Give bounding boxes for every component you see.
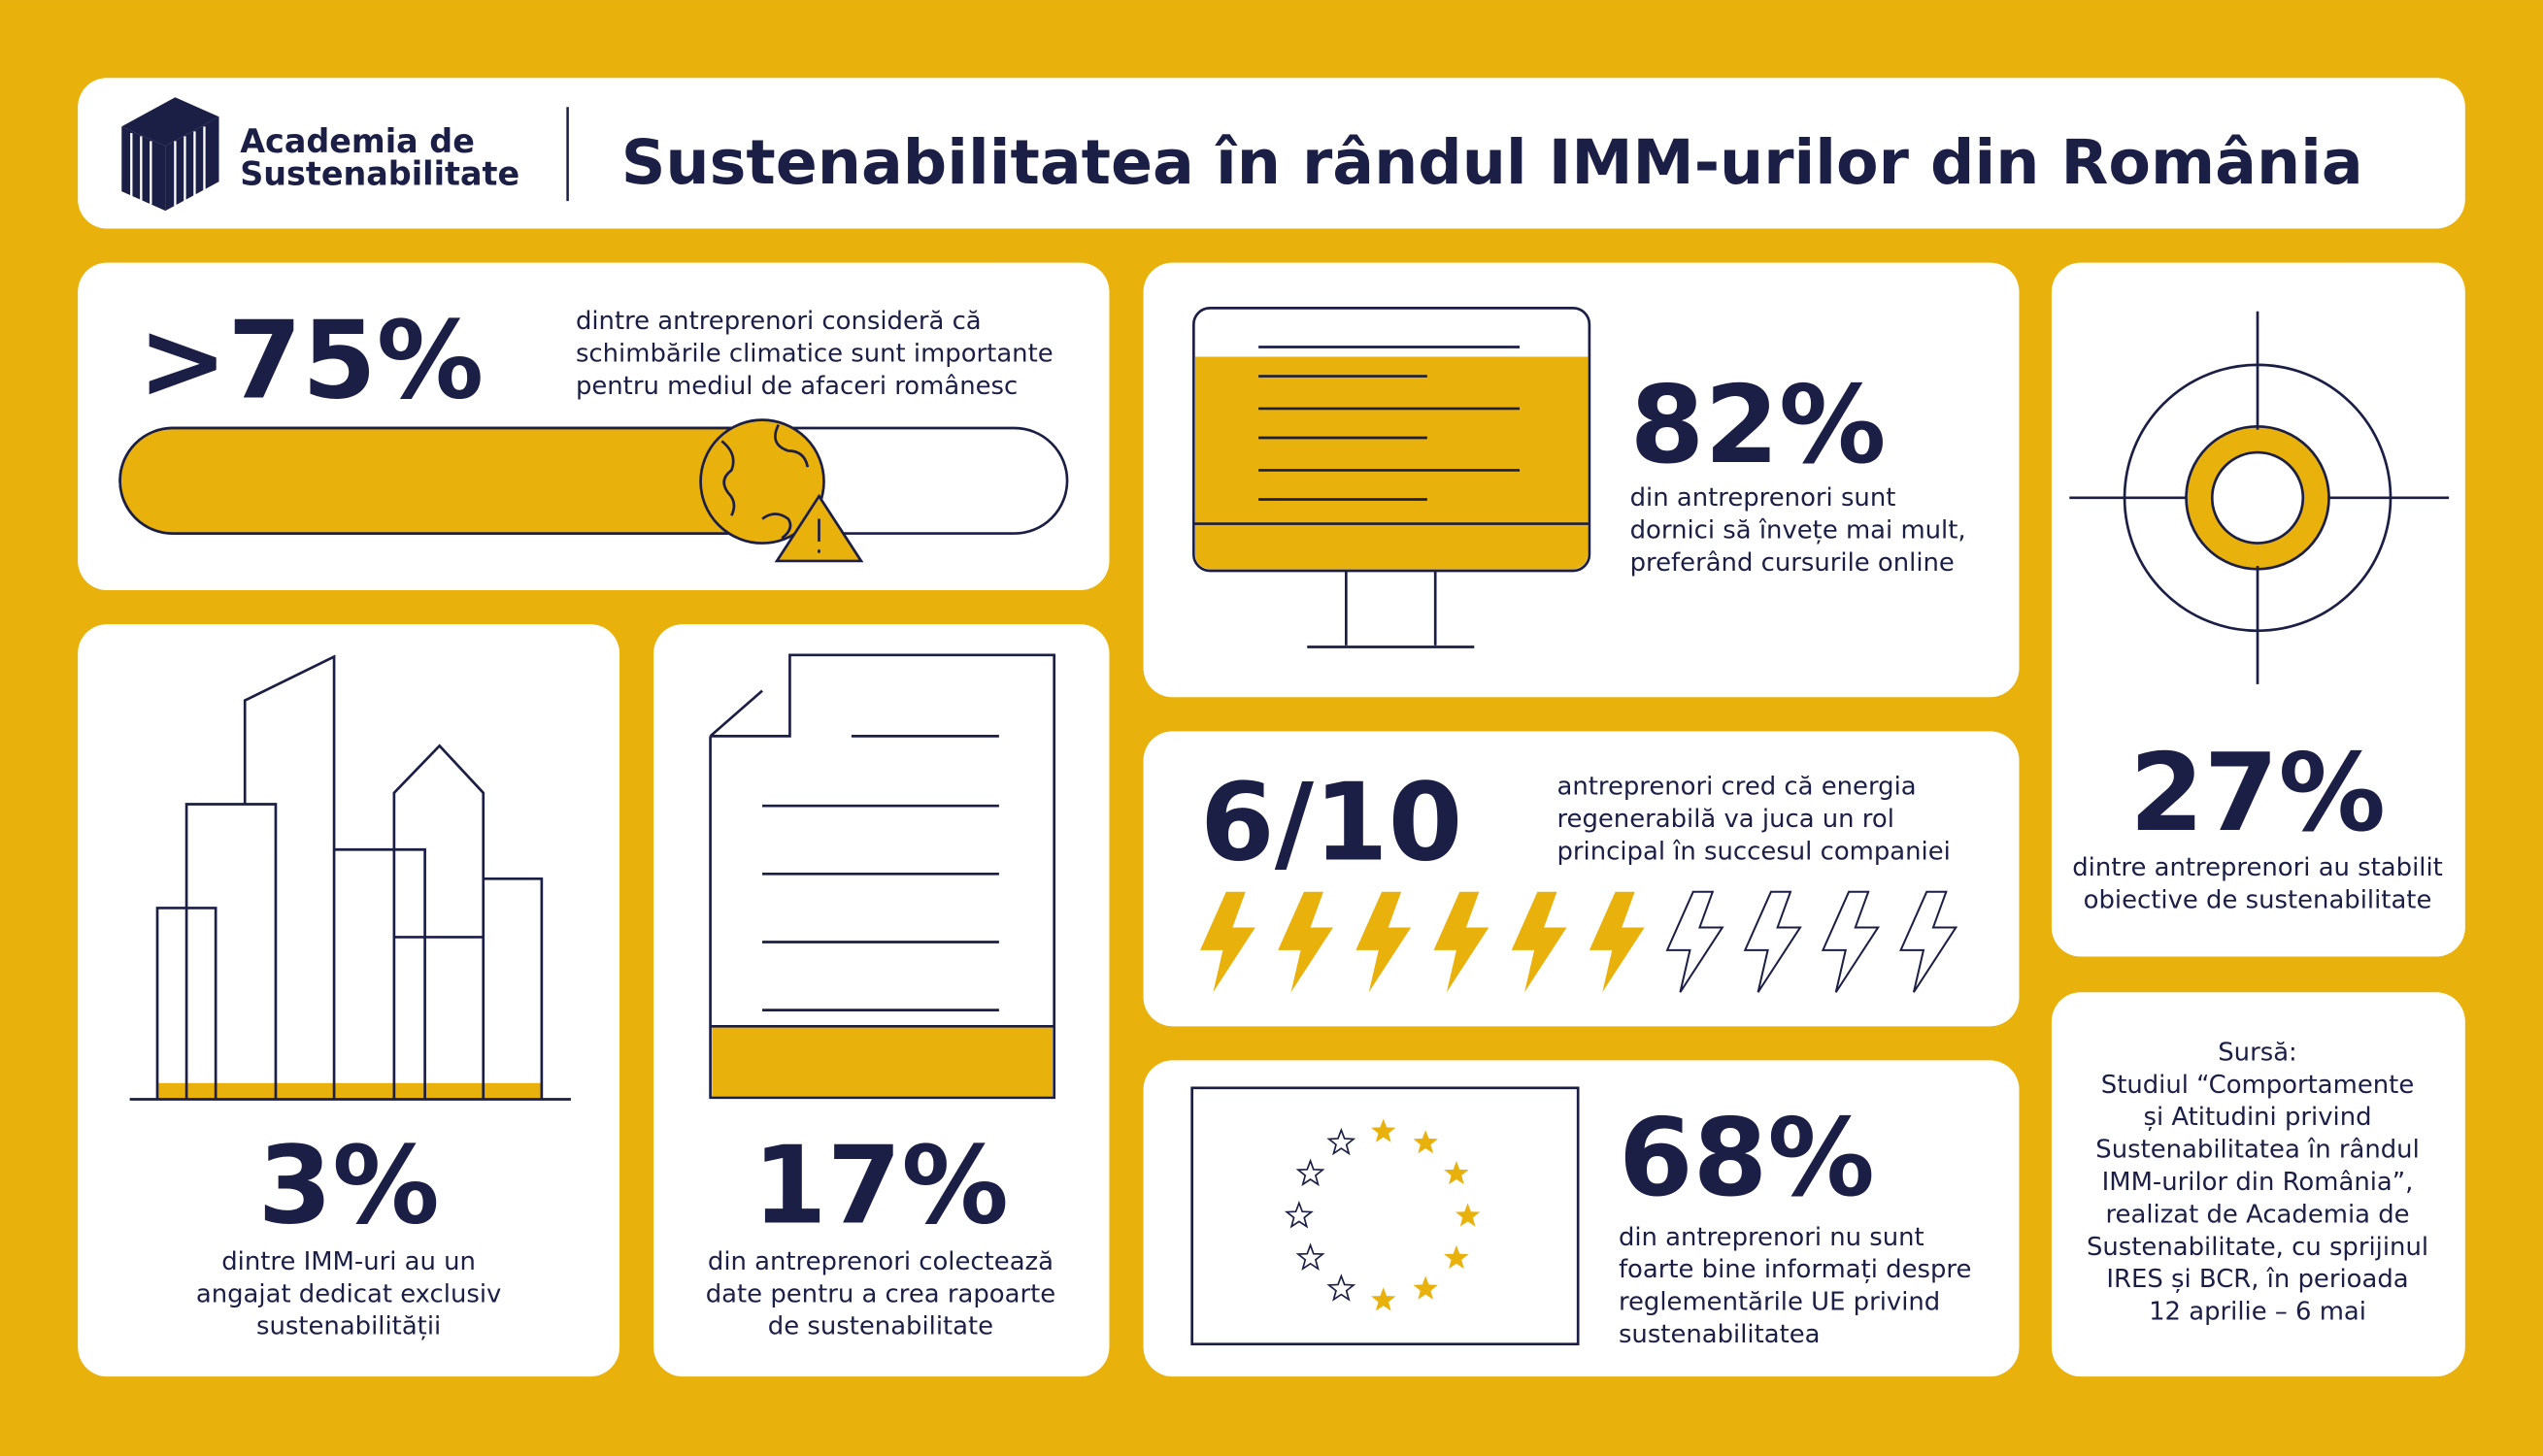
stat-description: pentru mediul de afaceri românesc <box>576 372 1018 401</box>
bolt <box>1200 891 1255 993</box>
stat-description: preferând cursurile online <box>1630 548 1955 578</box>
star <box>1455 1203 1481 1227</box>
stat-description: dintre IMM-uri au un <box>221 1247 476 1276</box>
stat-description: principal în succesul companiei <box>1556 837 1950 866</box>
stat: 3% <box>258 1123 440 1247</box>
buildings-icon <box>129 654 571 1101</box>
star <box>1413 1130 1438 1154</box>
source-line: IMM-urilor din România”, <box>2102 1168 2414 1197</box>
bolt <box>1743 890 1802 993</box>
logo <box>121 97 219 212</box>
stat-description: sustenabilității <box>256 1312 441 1341</box>
content: >75% dintre antreprenori consideră că schi… <box>138 298 2443 1349</box>
stat-description: angajat dedicat exclusiv <box>196 1279 501 1308</box>
star <box>1326 1274 1356 1302</box>
bolt <box>1899 890 1958 993</box>
stat: >75% <box>138 298 484 422</box>
progress-icon <box>118 418 1069 563</box>
star <box>1326 1127 1356 1156</box>
source-line: realizat de Academia de <box>2105 1200 2409 1229</box>
source-line: și Atitudini privind <box>2144 1103 2372 1132</box>
stat-description: regenerabilă va juca un rol <box>1556 805 1893 834</box>
stat-description: de sustenabilitate <box>768 1312 993 1341</box>
source-line: Sustenabilitatea în rândul <box>2095 1136 2419 1165</box>
stat-description: antreprenori cred că energia <box>1556 772 1916 801</box>
card <box>1143 1060 2020 1377</box>
source-line: Sustenabilitate, cu sprijinul <box>2087 1233 2428 1262</box>
bolt <box>1821 890 1881 993</box>
bolt <box>1355 891 1412 993</box>
star <box>1295 1242 1325 1271</box>
brand-line: Academia de <box>240 122 475 160</box>
stat-description: din antreprenori nu sunt <box>1619 1223 1924 1252</box>
stat-description: sustenabilitatea <box>1619 1320 1821 1349</box>
star <box>1371 1287 1396 1311</box>
source-line: IRES și BCR, în perioada <box>2106 1265 2408 1294</box>
stat-description: date pentru a crea rapoarte <box>706 1279 1055 1308</box>
card <box>653 624 1110 1377</box>
stat: 68% <box>1619 1096 1875 1220</box>
star <box>1295 1158 1325 1187</box>
star <box>1371 1118 1396 1142</box>
title: Sustenabilitatea în rândul IMM-urilor di… <box>621 126 2363 198</box>
stat: 6/10 <box>1200 760 1462 884</box>
stat-description: din antreprenori sunt <box>1630 483 1896 513</box>
stat-description: din antreprenori colectează <box>708 1247 1054 1276</box>
target-icon <box>2069 311 2450 684</box>
header-card <box>78 78 2465 229</box>
stat-description: dintre antreprenori consideră că <box>576 307 982 336</box>
stat-description: dornici să învețe mai mult, <box>1630 516 1966 546</box>
source-line: Studiul “Comportamente <box>2101 1071 2414 1100</box>
stat: 82% <box>1630 363 1887 487</box>
bolt <box>1589 891 1645 993</box>
stat-description: obiective de sustenabilitate <box>2084 885 2432 914</box>
bolts-icon <box>1200 890 1958 993</box>
stat-description: dintre antreprenori au stabilit <box>2072 853 2443 882</box>
stat-description: reglementările UE privind <box>1619 1288 1940 1317</box>
card <box>1143 731 2020 1027</box>
bolt <box>1511 891 1567 993</box>
star <box>1413 1275 1438 1300</box>
stat: 17% <box>753 1123 1009 1247</box>
monitor-icon <box>1191 307 1591 648</box>
bolt <box>1433 891 1489 993</box>
source-line: Sursă: <box>2218 1038 2297 1067</box>
star <box>1444 1244 1469 1270</box>
eu-flag-icon <box>1190 1086 1580 1346</box>
document-icon <box>709 653 1056 1100</box>
stat: 27% <box>2129 731 2386 855</box>
brand-line: Sustenabilitate <box>240 154 519 192</box>
stat-description: foarte bine informați despre <box>1619 1255 1971 1284</box>
source-line: 12 aprilie – 6 mai <box>2149 1298 2366 1327</box>
bolt <box>1665 890 1724 993</box>
stat-description: schimbările climatice sunt importante <box>576 340 1054 369</box>
source-card <box>2051 992 2465 1377</box>
star <box>1284 1201 1314 1229</box>
bolt <box>1278 891 1333 993</box>
star <box>1444 1160 1469 1185</box>
